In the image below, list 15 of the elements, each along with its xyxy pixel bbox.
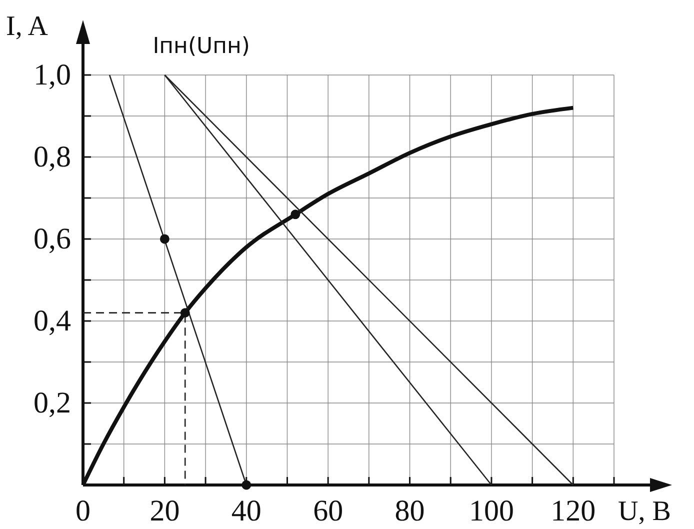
x-tick-label: 80 [394,494,425,528]
x-tick-label: 100 [468,494,514,528]
y-tick-label: 0,6 [34,222,71,256]
x-axis-title: U, B [618,496,671,527]
y-tick-label: 0,4 [34,304,71,338]
x-tick-label: 0 [76,494,90,528]
y-axis-title: I, A [6,11,49,42]
x-tick-label: 40 [231,494,262,528]
x-tick-label: 60 [313,494,344,528]
y-tick-label: 0,8 [34,140,71,174]
x-tick-label: 120 [550,494,596,528]
y-tick-label: 0,2 [34,386,71,420]
y-tick-label: 1,0 [34,58,71,92]
x-tick-label: 20 [150,494,180,528]
annotation: Iпн(Uпн) [152,34,250,59]
